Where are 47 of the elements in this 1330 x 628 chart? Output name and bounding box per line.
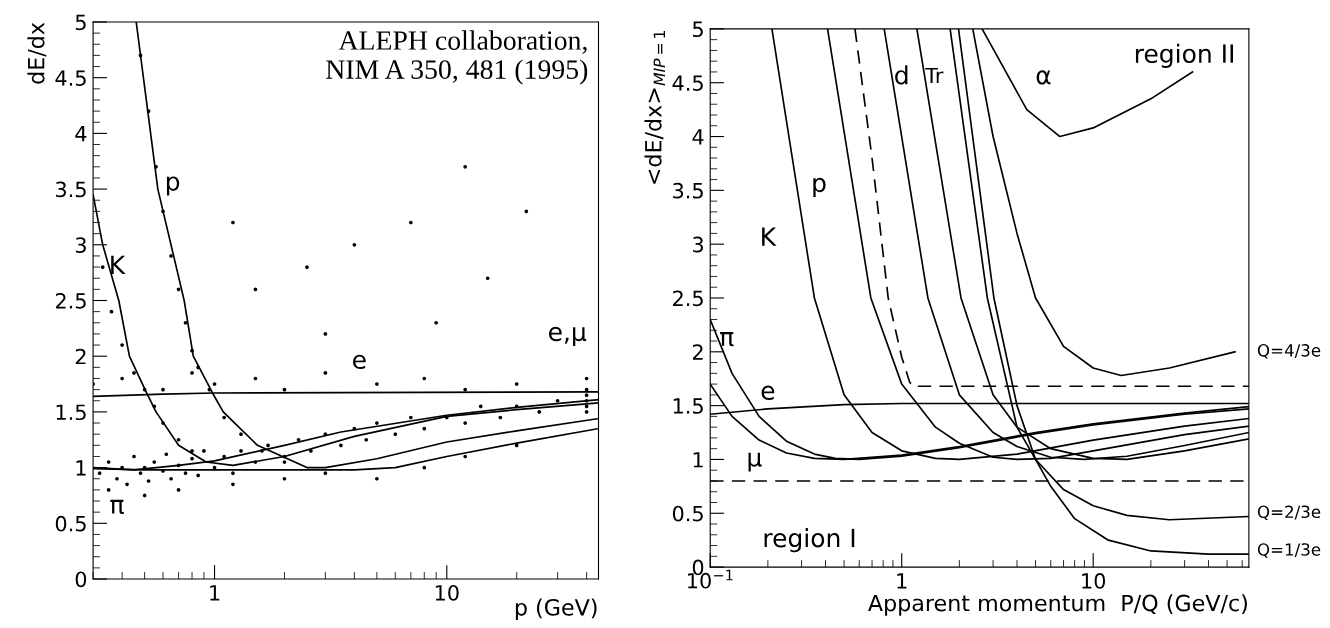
y-tick-label: 3.5 [56, 181, 86, 198]
x-tick-label: 10 [435, 584, 459, 601]
y-axis-title: <dE/dx>$_{MIP=1}$ [644, 30, 665, 184]
x-tick-label: 10 [1082, 573, 1106, 589]
y-tick-label: 0.5 [672, 505, 703, 522]
annotation: region I [764, 528, 855, 553]
annotation: p [166, 176, 180, 196]
annotation: e [761, 385, 775, 400]
y-tick-label: 3 [693, 236, 703, 253]
annotation: region II [1135, 43, 1233, 68]
y-tick-label: 1 [76, 460, 86, 476]
annotation: π [720, 332, 734, 347]
y-tick-label: 2 [692, 344, 703, 360]
annotation: Tr [925, 67, 944, 84]
x-axis-title: Apparent momentum P/Q (GeV/c) [868, 594, 1247, 616]
y-tick-label: 4 [692, 129, 704, 145]
y-tick-label: 4.5 [55, 70, 86, 86]
text: Q=4/3e [1257, 344, 1321, 359]
y-tick-label: 1 [693, 452, 703, 468]
annotation: π [110, 499, 124, 514]
y-tick-label: 3 [75, 237, 86, 254]
annotation: K [111, 255, 126, 274]
x-axis-title: p (GeV) [515, 598, 597, 621]
y-tick-label: 2 [75, 348, 86, 365]
y-tick-label: 4.5 [672, 75, 703, 91]
y-tick-label: 5 [75, 14, 86, 31]
y-tick-label: 4 [75, 126, 87, 142]
annotation: p [813, 177, 826, 198]
y-tick-label: 3.5 [673, 182, 703, 199]
y-axis-title: dE/dx [27, 22, 47, 84]
annotation: ALEPH collaboration, NIM A 350, 481 (1995) [326, 30, 588, 85]
y-tick-label: 1.5 [56, 404, 86, 421]
annotation: e [352, 354, 366, 370]
y-tick-label: 2.5 [55, 292, 86, 309]
annotation: e,μ [548, 326, 587, 347]
text: Q=1/3e [1257, 543, 1321, 558]
y-tick-label: 0.5 [55, 515, 86, 532]
text: Q=2/3e [1257, 505, 1321, 521]
y-tick-label: 1.5 [673, 398, 703, 414]
y-tick-label: 5 [693, 21, 703, 38]
x-tick-label: 1 [897, 573, 907, 589]
y-tick-label: 2.5 [673, 290, 703, 307]
annotation: K [762, 227, 777, 246]
y-tick-label: 0 [75, 571, 87, 588]
annotation: μ [748, 452, 762, 472]
annotation: α [1036, 70, 1051, 85]
annotation: d [895, 65, 908, 85]
